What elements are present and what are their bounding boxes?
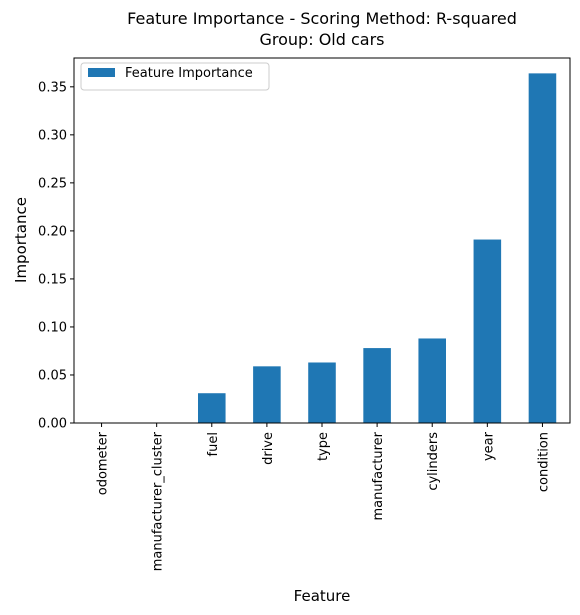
x-tick-label: manufacturer: [371, 431, 386, 520]
x-axis-label: Feature: [294, 587, 351, 605]
bar-cylinders: [418, 338, 446, 423]
chart-title: Feature Importance - Scoring Method: R-s…: [127, 9, 517, 28]
legend-swatch: [88, 68, 115, 77]
y-tick-label: 0.35: [38, 80, 67, 95]
y-tick-label: 0.25: [38, 176, 67, 191]
x-tick-label: year: [481, 431, 496, 461]
bar-type: [308, 362, 336, 423]
x-tick-label: manufacturer_cluster: [151, 431, 166, 571]
x-tick-label: condition: [536, 432, 551, 492]
x-tick-label: cylinders: [426, 432, 441, 491]
bar-year: [473, 239, 502, 423]
y-tick-label: 0.05: [38, 368, 67, 383]
bar-manufacturer: [363, 348, 391, 423]
plot-area: 0.00 0.05 0.10 0.15 0.20 0.25 0.30 0.35 odometer…: [38, 57, 571, 571]
x-tick-label: drive: [261, 432, 276, 465]
y-tick-label: 0.15: [38, 272, 67, 287]
x-tick-label: type: [316, 432, 331, 461]
legend-label: Feature Importance: [125, 66, 253, 81]
y-axis-label: Importance: [12, 197, 30, 283]
y-tick-label: 0.30: [38, 128, 67, 143]
bar-condition: [528, 73, 557, 424]
x-tick-label: odometer: [96, 431, 111, 495]
y-tick-label: 0.00: [38, 417, 67, 432]
legend-box: [80, 62, 270, 91]
y-tick-label: 0.20: [38, 224, 67, 239]
y-tick-label: 0.10: [38, 320, 67, 335]
chart-subtitle: Group: Old cars: [260, 30, 385, 49]
x-tick-label: fuel: [206, 432, 221, 456]
bar-fuel: [198, 393, 226, 423]
bar-drive: [253, 366, 281, 423]
